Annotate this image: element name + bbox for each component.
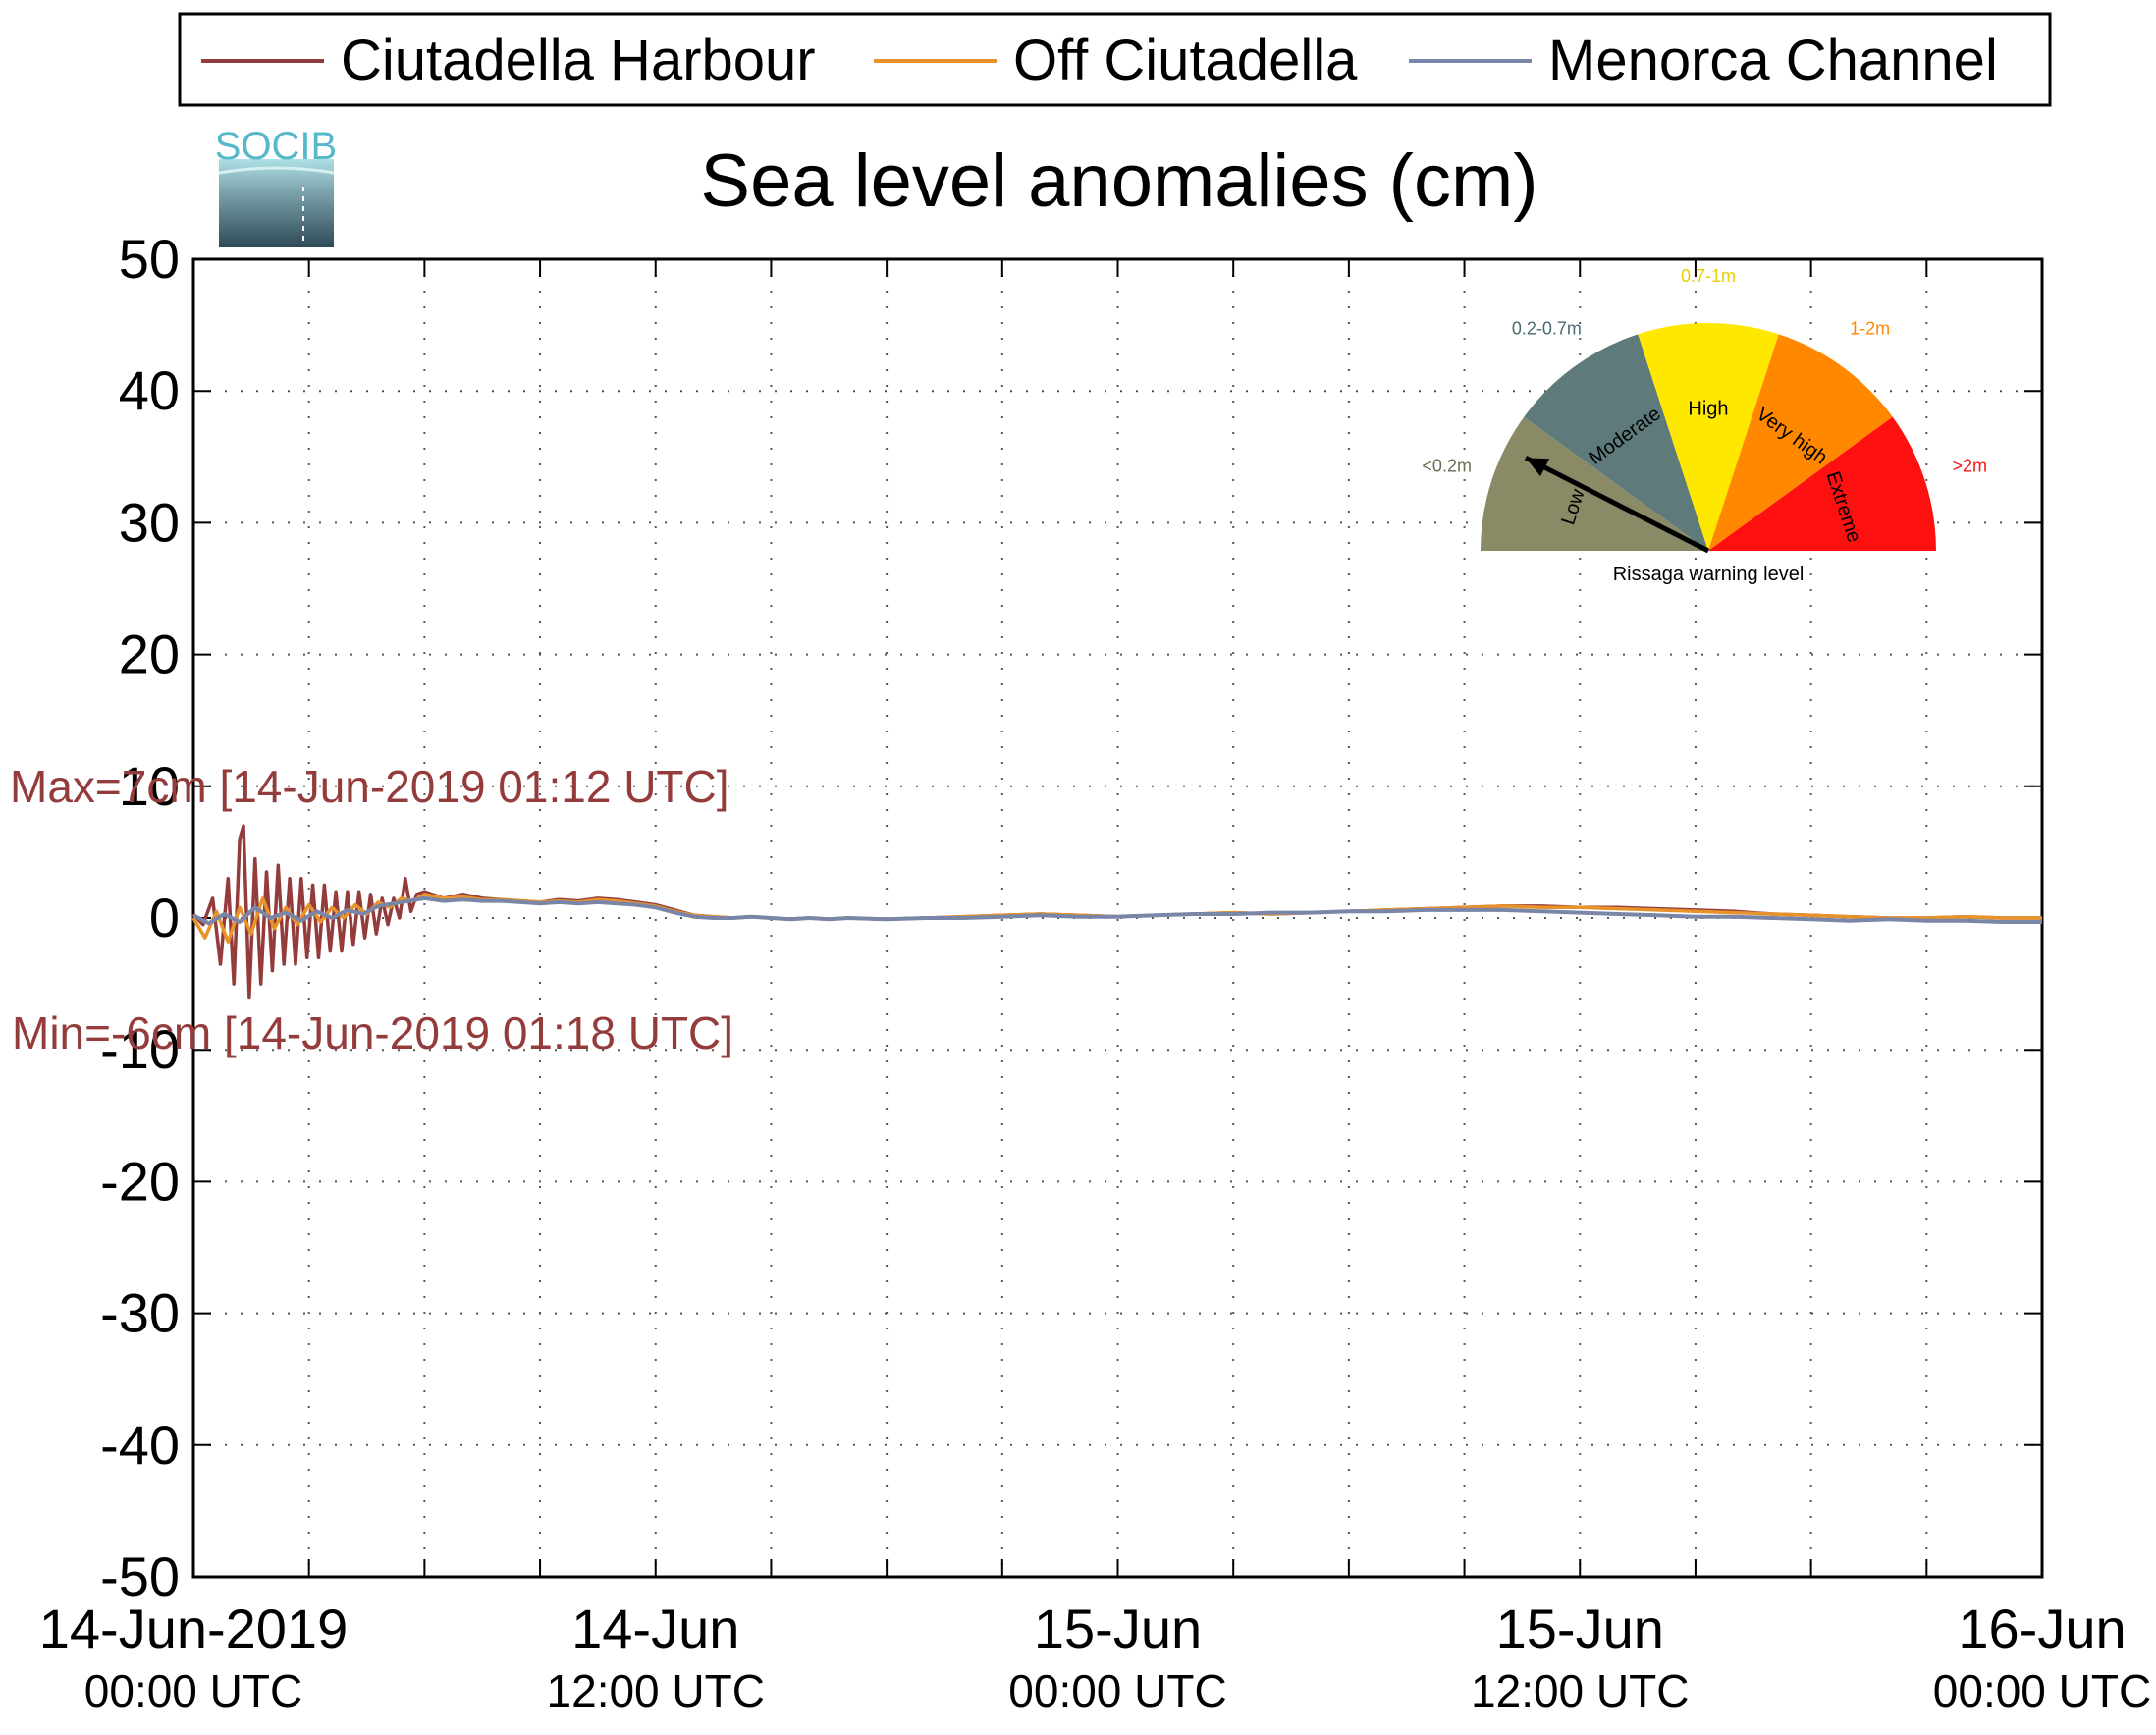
y-tick-label: -40 [100,1414,180,1476]
socib-logo: SOCIB [215,125,337,247]
y-tick-label: 40 [119,359,180,421]
x-tick-sublabel: 00:00 UTC [1008,1665,1226,1716]
y-tick-label: 0 [149,887,180,949]
gauge-sector-very-high [1708,334,1893,551]
gauge-sector-low [1481,416,1708,551]
gauge-label-high: High [1688,398,1728,419]
legend-box [178,12,2052,107]
gauge-range-high: 0.7-1m [1681,266,1736,286]
y-tick-label: 10 [119,755,180,817]
x-axis: 14-Jun-2019 00:00 UTC 14-Jun 12:00 UTC 15-Ju… [39,259,2151,1716]
y-tick-label: -30 [100,1282,180,1344]
gauge-title: Rissaga warning level [1613,564,1805,585]
y-axis: 50 40 30 20 10 0 -10 -20 -30 -40 -50 [100,228,2042,1607]
x-tick-sublabel: 00:00 UTC [1933,1665,2151,1716]
legend-label-menorca-channel: Menorca Channel [1548,28,1998,92]
x-tick-label: 15-Jun [1496,1598,1664,1659]
gauge-range-very-high: 1-2m [1850,319,1890,339]
gauge-sector-extreme [1708,416,1936,551]
legend-label-ciutadella-harbour: Ciutadella Harbour [341,28,816,92]
gauge-sector-high [1638,323,1779,551]
gauge-range-moderate: 0.2-0.7m [1512,319,1582,339]
x-tick-label: 14-Jun [571,1598,739,1659]
x-tick-sublabel: 12:00 UTC [1471,1665,1689,1716]
series-lines [191,824,2042,1000]
legend-label-off-ciutadella: Off Ciutadella [1013,28,1358,92]
max-annotation: Max=7cm [14-Jun-2019 01:12 UTC] [10,761,729,812]
gauge-sector-moderate [1524,334,1708,551]
legend: Ciutadella Harbour Off Ciutadella Menorc… [178,12,2052,107]
y-tick-label: 30 [119,491,180,553]
y-tick-label: -20 [100,1150,180,1212]
gauge-needle [1524,455,1710,554]
min-annotation: Min=-6cm [14-Jun-2019 01:18 UTC] [12,1007,733,1058]
gauge-range-extreme: >2m [1953,457,1988,476]
plot-area: 50 40 30 20 10 0 -10 -20 -30 -40 -50 14-Jun-2019 00… [39,228,2151,1716]
y-tick-label: -50 [100,1545,180,1607]
y-tick-label: 50 [119,228,180,290]
x-tick-label: 16-Jun [1958,1598,2126,1659]
x-tick-label: 14-Jun-2019 [39,1598,348,1659]
logo-text: SOCIB [215,125,337,168]
chart-title: Sea level anomalies (cm) [700,139,1537,223]
x-tick-sublabel: 00:00 UTC [84,1665,302,1716]
x-tick-sublabel: 12:00 UTC [547,1665,765,1716]
y-tick-label: -10 [100,1018,180,1080]
gauge-needle-head [1526,458,1550,477]
x-tick-label: 15-Jun [1034,1598,1202,1659]
y-tick-label: 20 [119,624,180,685]
gauge-range-low: <0.2m [1422,457,1472,476]
series-line-menorca-channel [192,895,2042,926]
